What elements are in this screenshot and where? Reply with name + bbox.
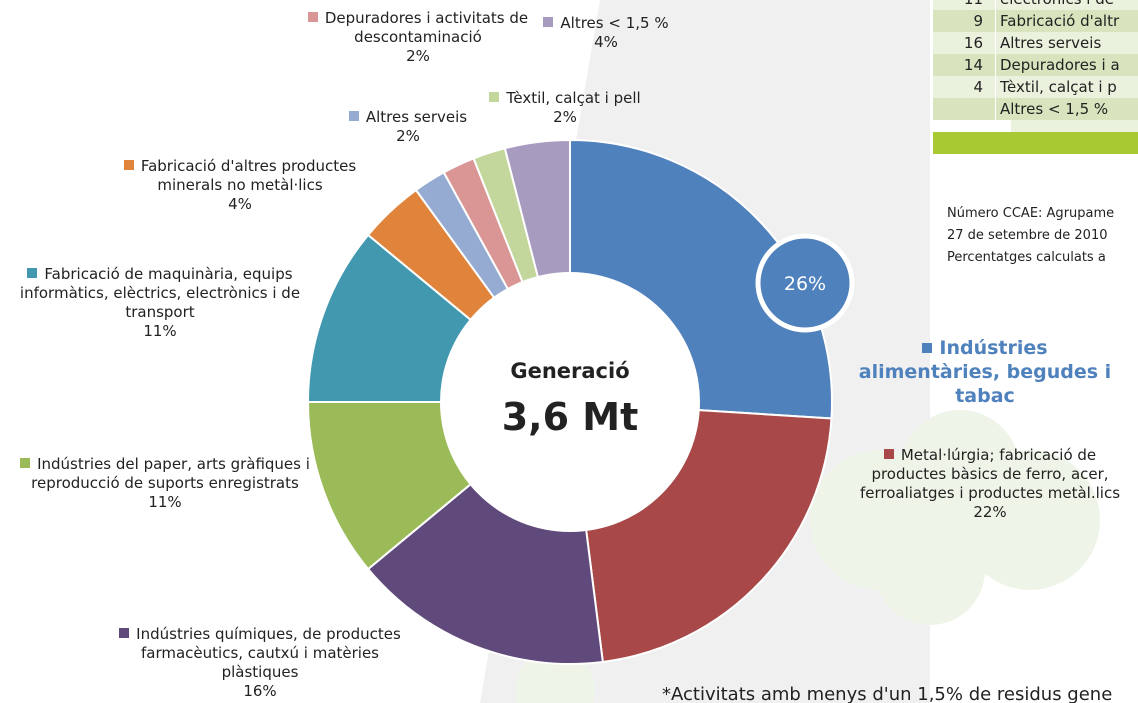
slice-label: Fabricació d'altres productes minerals n… xyxy=(110,157,370,214)
slice-label: Metal·lúrgia; fabricació de productes bà… xyxy=(848,446,1133,522)
legend-swatch xyxy=(119,628,130,638)
category-name: Tèxtil, calçat i pell xyxy=(506,89,641,107)
value-label: 4% xyxy=(594,33,618,51)
table-row: Altres < 1,5 % xyxy=(933,98,1138,120)
table: 11electrònics i de 9 Fabricació d'altr 16 Al… xyxy=(933,0,1138,154)
center-label: Generació xyxy=(510,359,629,383)
slice-label: Depuradores i activitats de descontamina… xyxy=(303,9,533,66)
category-name: Altres < 1,5 % xyxy=(560,14,669,32)
legend-swatch xyxy=(123,160,134,170)
legend-swatch xyxy=(307,12,318,22)
value-label: 2% xyxy=(396,127,420,145)
slice-label: Indústries alimentàries, begudes i tabac xyxy=(850,336,1120,408)
bubble-label: 26% xyxy=(784,273,826,295)
legend-swatch xyxy=(27,268,38,278)
table-row: 14 Depuradores i a xyxy=(933,54,1138,76)
background-cloud xyxy=(515,410,1100,703)
highlight-bubble xyxy=(755,233,855,333)
cell: Fabricació d'altr xyxy=(995,10,1138,32)
cell: 16 xyxy=(963,34,983,52)
value-label: 4% xyxy=(228,195,252,213)
table-spacer xyxy=(1011,120,1138,132)
cell: Altres < 1,5 % xyxy=(995,98,1138,120)
table-row: 4 Tèxtil, calçat i p xyxy=(933,76,1138,98)
category-name: Indústries químiques, de productes farma… xyxy=(136,625,401,681)
value-label: 22% xyxy=(973,503,1007,521)
cell xyxy=(933,98,995,120)
donut-hole xyxy=(440,272,700,532)
legend-swatch xyxy=(922,343,933,353)
slice-label: Tèxtil, calçat i pell 2% xyxy=(475,89,655,127)
value-label: 11% xyxy=(143,322,177,340)
cell: 4 xyxy=(973,78,983,96)
footnote: *Activitats amb menys d'un 1,5% de resid… xyxy=(662,684,1113,703)
cell: Altres serveis xyxy=(995,32,1138,54)
category-name: Indústries del paper, arts gràfiques i r… xyxy=(31,455,310,492)
slice-label: Altres < 1,5 % 4% xyxy=(536,14,676,52)
table-row: 9 Fabricació d'altr xyxy=(933,10,1138,32)
note: Percentatges calculats a xyxy=(947,250,1106,265)
table-row: 16 Altres serveis xyxy=(933,32,1138,54)
legend-swatch xyxy=(883,449,894,459)
category-name: Metal·lúrgia; fabricació de productes bà… xyxy=(859,446,1121,502)
table-total-bar xyxy=(933,132,1138,154)
slice-label: Indústries químiques, de productes farma… xyxy=(110,625,410,701)
cell: Depuradores i a xyxy=(995,54,1138,76)
slice-label: Fabricació de maquinària, equips informà… xyxy=(15,265,305,341)
category-name: Indústries alimentàries, begudes i tabac xyxy=(858,337,1112,407)
category-name: Fabricació de maquinària, equips informà… xyxy=(19,265,301,321)
note: 27 de setembre de 2010 xyxy=(947,228,1108,243)
legend-swatch xyxy=(543,17,554,27)
legend-swatch xyxy=(20,458,31,468)
value-label: 2% xyxy=(553,108,577,126)
cell: electrònics i de xyxy=(995,0,1138,10)
slice-label: Altres serveis 2% xyxy=(328,108,488,146)
category-name: Altres serveis xyxy=(365,108,468,126)
table-row: 11electrònics i de xyxy=(933,0,1138,10)
notes: Número CCAE: Agrupame 27 de setembre de 2… xyxy=(947,203,1114,269)
category-name: Fabricació d'altres productes minerals n… xyxy=(140,157,357,194)
slice-label: Indústries del paper, arts gràfiques i r… xyxy=(15,455,315,512)
legend-swatch xyxy=(489,92,500,102)
value-label: 11% xyxy=(148,493,182,511)
cell: 14 xyxy=(963,56,983,74)
center-value: 3,6 Mt xyxy=(502,395,639,439)
note: Número CCAE: Agrupame xyxy=(947,206,1115,221)
cell: 9 xyxy=(973,12,983,30)
cell: Tèxtil, calçat i p xyxy=(995,76,1138,98)
category-name: Depuradores i activitats de descontamina… xyxy=(324,9,529,46)
value-label: 16% xyxy=(243,682,277,700)
cell: 11 xyxy=(933,0,995,10)
legend-swatch xyxy=(348,111,359,121)
value-label: 2% xyxy=(406,47,430,65)
